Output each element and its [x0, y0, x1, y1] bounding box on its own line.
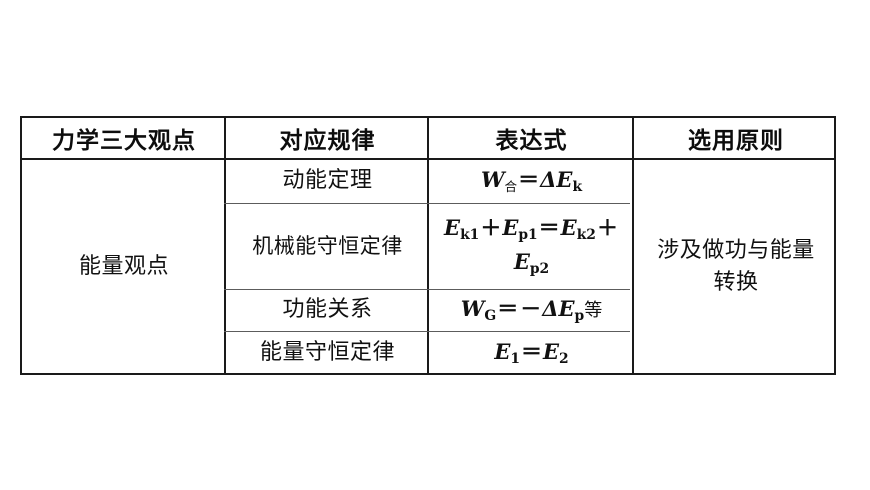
symbol-delta-e: ΔE — [540, 166, 573, 192]
formula-suffix-deng: 等 — [584, 300, 603, 322]
formula-work-energy-relation: WG＝－ΔEp等 — [460, 296, 603, 325]
table-row: 能量观点 动能定理 W合＝ΔEk 涉及做功与能量转换 — [22, 158, 838, 295]
subscript-p1: p1 — [518, 227, 538, 244]
formula-kinetic-energy-theorem: W合＝ΔEk — [480, 166, 583, 195]
cell-law-kinetic-energy-theorem: 动能定理 — [226, 158, 429, 203]
symbol-w: W — [480, 166, 505, 192]
cell-law-energy-conservation: 能量守恒定律 — [226, 331, 429, 375]
header-cell-expressions: 表达式 — [429, 118, 634, 158]
symbol-e-k1: E — [444, 215, 461, 241]
law-label: 动能定理 — [282, 167, 373, 193]
subscript-g: G — [484, 308, 497, 325]
concept-table: 力学三大观点 对应规律 表达式 选用原则 能量观点 动能定理 — [22, 118, 838, 375]
cell-formula-mechanical-energy-conservation: Ek1＋Ep1＝Ek2＋Ep2 — [429, 203, 634, 289]
operator-plus: ＋ — [596, 215, 618, 241]
table-row: 机械能守恒定律 Ek1＋Ep1＝Ek2＋Ep2 — [22, 203, 838, 289]
subscript-p2: p2 — [529, 260, 550, 277]
header-cell-viewpoints: 力学三大观点 — [22, 118, 226, 158]
cell-law-mechanical-energy-conservation: 机械能守恒定律 — [226, 203, 429, 289]
formula-energy-conservation: E1＝E2 — [494, 339, 569, 368]
symbol-e-p2: E — [513, 249, 530, 274]
subscript-he: 合 — [504, 178, 518, 194]
header-label-principle: 选用原则 — [688, 128, 784, 154]
table-header-row: 力学三大观点 对应规律 表达式 选用原则 — [22, 118, 838, 158]
table-row: 能量守恒定律 E1＝E2 — [22, 331, 838, 375]
header-label-expressions: 表达式 — [495, 128, 568, 154]
operator-equals: ＝ — [538, 215, 560, 241]
row-separator-3 — [224, 331, 630, 332]
column-divider-1 — [224, 118, 226, 373]
header-cell-principle: 选用原则 — [634, 118, 838, 158]
header-label-viewpoints: 力学三大观点 — [52, 128, 196, 154]
symbol-e-2: E — [543, 339, 560, 365]
cell-viewpoint-energy: 能量观点 — [22, 158, 226, 375]
subscript-2: 2 — [559, 351, 569, 368]
law-label: 机械能守恒定律 — [252, 233, 403, 258]
cell-formula-work-energy-relation: WG＝－ΔEp等 — [429, 289, 634, 331]
subscript-p: p — [574, 308, 585, 325]
header-label-laws: 对应规律 — [279, 128, 376, 154]
symbol-e-p1: E — [502, 215, 519, 241]
subscript-k1: k1 — [460, 227, 480, 244]
mechanics-viewpoints-table: 力学三大观点 对应规律 表达式 选用原则 能量观点 动能定理 — [20, 116, 836, 375]
symbol-e-k2: E — [560, 215, 577, 241]
operator-equals: ＝ — [518, 166, 540, 192]
column-divider-3 — [632, 118, 634, 373]
viewpoint-label: 能量观点 — [78, 253, 169, 279]
law-label: 功能关系 — [282, 297, 373, 323]
operator-minus: － — [520, 296, 542, 322]
symbol-delta-e: ΔE — [542, 296, 575, 322]
symbol-w: W — [460, 296, 485, 322]
subscript-k2: k2 — [576, 227, 596, 244]
law-label: 能量守恒定律 — [259, 340, 395, 366]
cell-formula-kinetic-energy-theorem: W合＝ΔEk — [429, 158, 634, 203]
subscript-1: 1 — [510, 351, 520, 368]
table-row: 功能关系 WG＝－ΔEp等 — [22, 289, 838, 331]
operator-plus: ＋ — [480, 215, 502, 241]
operator-equals: ＝ — [521, 339, 542, 365]
subscript-k: k — [572, 178, 583, 195]
header-cell-laws: 对应规律 — [226, 118, 429, 158]
row-separator-2 — [224, 289, 630, 290]
column-divider-2 — [427, 118, 429, 373]
principle-label: 涉及做功与能量转换 — [657, 237, 815, 295]
cell-law-work-energy-relation: 功能关系 — [226, 289, 429, 331]
symbol-e-1: E — [494, 339, 511, 365]
formula-mechanical-energy-conservation: Ek1＋Ep1＝Ek2＋Ep2 — [441, 212, 623, 279]
cell-principle-energy: 涉及做功与能量转换 — [634, 158, 838, 375]
cell-formula-energy-conservation: E1＝E2 — [429, 331, 634, 375]
operator-equals: ＝ — [497, 296, 519, 322]
row-separator-1 — [224, 203, 630, 204]
